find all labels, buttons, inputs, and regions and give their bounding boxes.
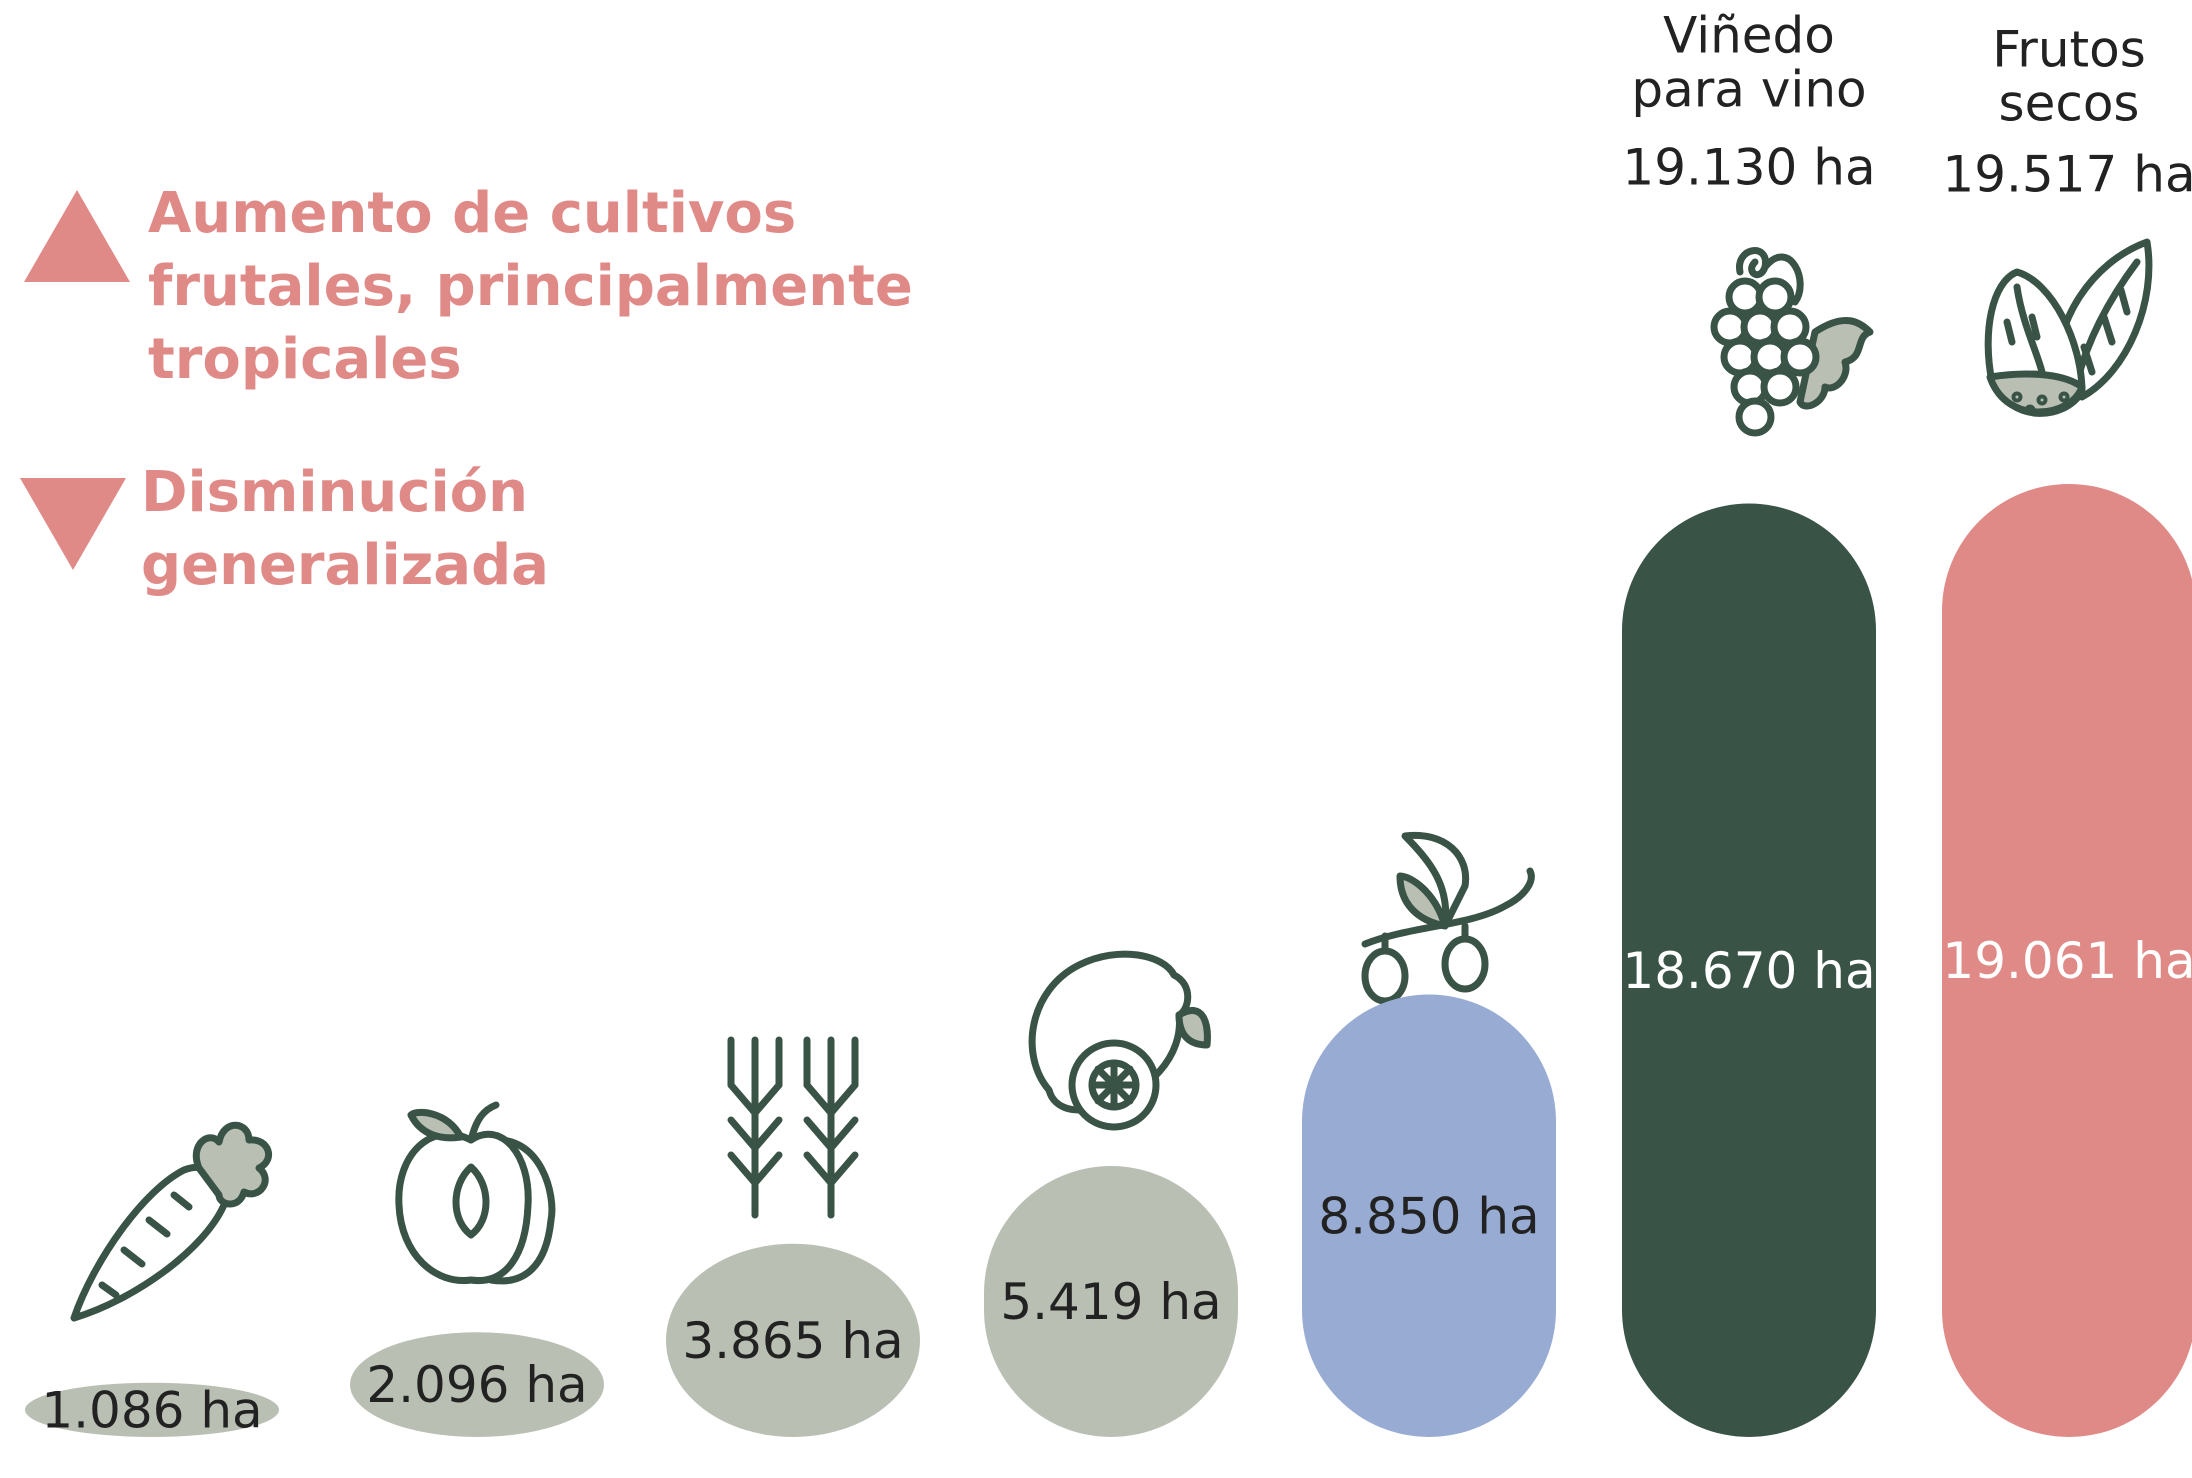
legend-text: Disminución	[141, 460, 528, 525]
category-label: secos	[1999, 75, 2140, 133]
wheat-icon	[727, 1036, 859, 1219]
legend-text: Aumento de cultivos	[148, 181, 796, 246]
grapes-icon	[1710, 247, 1874, 437]
bar	[1302, 994, 1556, 1437]
bar	[25, 1382, 279, 1437]
almond-icon	[1984, 238, 2153, 417]
bar	[984, 1166, 1238, 1437]
value-label: 18.670 ha	[1622, 942, 1875, 1000]
bar	[666, 1243, 920, 1437]
lemon-icon	[1028, 950, 1211, 1131]
top-label: 19.517 ha	[1942, 146, 2192, 204]
bar	[1942, 483, 2192, 1437]
value-label: 3.865 ha	[682, 1312, 903, 1370]
down-triangle	[20, 478, 126, 570]
legend-text: frutales, principalmente	[148, 254, 913, 319]
category-label: para vino	[1631, 61, 1866, 119]
bar	[350, 1332, 604, 1437]
legend-text: tropicales	[148, 327, 462, 392]
carrot-icon	[70, 1121, 273, 1322]
legend-text: generalizada	[141, 533, 549, 598]
olive-icon	[1361, 831, 1535, 1005]
value-label: 2.096 ha	[366, 1356, 587, 1414]
value-label: 19.061 ha	[1942, 932, 2192, 990]
top-label: 19.130 ha	[1622, 139, 1875, 197]
category-label: Frutos	[1992, 21, 2146, 79]
apple-icon	[395, 1101, 556, 1285]
value-label: 1.086 ha	[41, 1381, 262, 1439]
category-label: Viñedo	[1663, 7, 1835, 65]
value-label: 8.850 ha	[1318, 1187, 1539, 1245]
bar	[1622, 503, 1876, 1437]
value-label: 5.419 ha	[1000, 1273, 1221, 1331]
up-triangle	[24, 190, 130, 282]
